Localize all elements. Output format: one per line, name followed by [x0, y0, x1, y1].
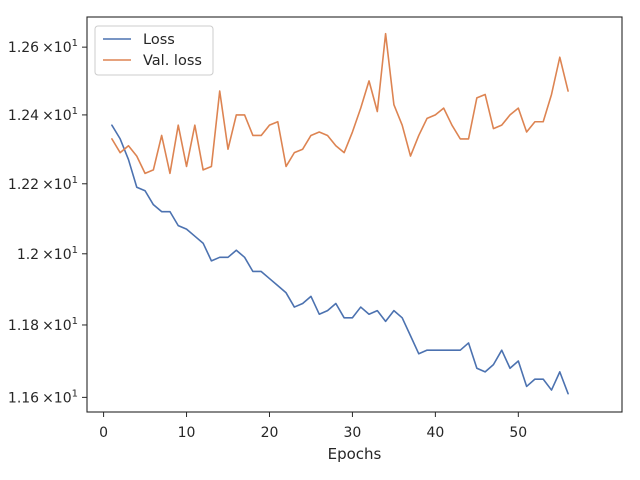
y-tick-label: 1.26 ×101 [8, 38, 78, 56]
x-tick-label: 0 [99, 425, 108, 441]
x-tick-label: 20 [261, 425, 279, 441]
x-tick-label: 40 [426, 425, 444, 441]
y-tick-label: 1.22 ×101 [8, 175, 78, 193]
legend-label: Loss [143, 32, 175, 48]
series-line-loss [111, 124, 569, 395]
y-tick-label: 1.2 ×101 [17, 245, 78, 263]
series-layer [111, 32, 569, 395]
x-tick-label: 50 [509, 425, 527, 441]
x-axis-label: Epochs [328, 445, 382, 463]
y-tick-label: 1.24 ×101 [8, 106, 78, 124]
x-axis-ticks: 0 10 20 30 40 50 [99, 412, 527, 441]
y-tick-label: 1.16 ×101 [8, 388, 78, 406]
x-tick-label: 10 [178, 425, 196, 441]
series-line-val-loss [111, 32, 569, 175]
legend: Loss Val. loss [94, 25, 214, 76]
plot-frame [86, 16, 623, 413]
y-tick-label: 1.18 ×101 [8, 316, 78, 334]
legend-label: Val. loss [143, 53, 202, 69]
x-tick-label: 30 [344, 425, 362, 441]
y-axis-ticks: 1.16 ×101 1.18 ×101 1.2 ×101 1.22 ×101 1.24 ×101 1… [8, 38, 87, 406]
